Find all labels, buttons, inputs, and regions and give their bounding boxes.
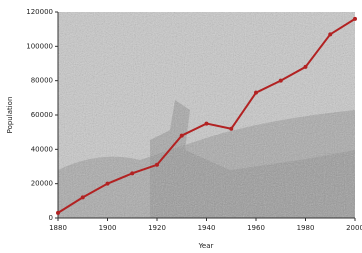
y-tick-label: 0 <box>49 214 53 222</box>
x-tick-label: 1900 <box>99 224 117 232</box>
data-point <box>205 122 209 126</box>
x-tick-label: 1880 <box>49 224 67 232</box>
data-point <box>279 79 283 83</box>
data-point <box>56 211 60 215</box>
y-tick-label: 100000 <box>26 42 53 50</box>
x-tick-label: 1940 <box>198 224 216 232</box>
data-point <box>180 134 184 138</box>
page: Population Year 0 20000 40000 60000 80000 100… <box>0 0 362 253</box>
data-point <box>106 182 110 186</box>
data-point <box>81 195 85 199</box>
data-point <box>155 163 159 167</box>
y-tick-label: 120000 <box>26 8 53 16</box>
y-axis-label: Population <box>6 97 14 134</box>
y-tick-label: 20000 <box>31 180 53 188</box>
chart: Population Year 0 20000 40000 60000 80000 100… <box>0 0 362 253</box>
data-point <box>130 171 134 175</box>
y-tick-label: 80000 <box>31 77 53 85</box>
data-point <box>353 17 357 21</box>
data-point <box>254 91 258 95</box>
y-tick-label: 60000 <box>31 111 53 119</box>
y-tick-label: 40000 <box>31 145 53 153</box>
x-tick-label: 1960 <box>247 224 265 232</box>
data-point <box>304 65 308 69</box>
x-tick-label: 2000 <box>346 224 362 232</box>
data-point <box>328 32 332 36</box>
x-tick-label: 1920 <box>148 224 166 232</box>
x-axis-label: Year <box>198 242 214 250</box>
data-point <box>229 127 233 131</box>
x-tick-label: 1980 <box>297 224 315 232</box>
